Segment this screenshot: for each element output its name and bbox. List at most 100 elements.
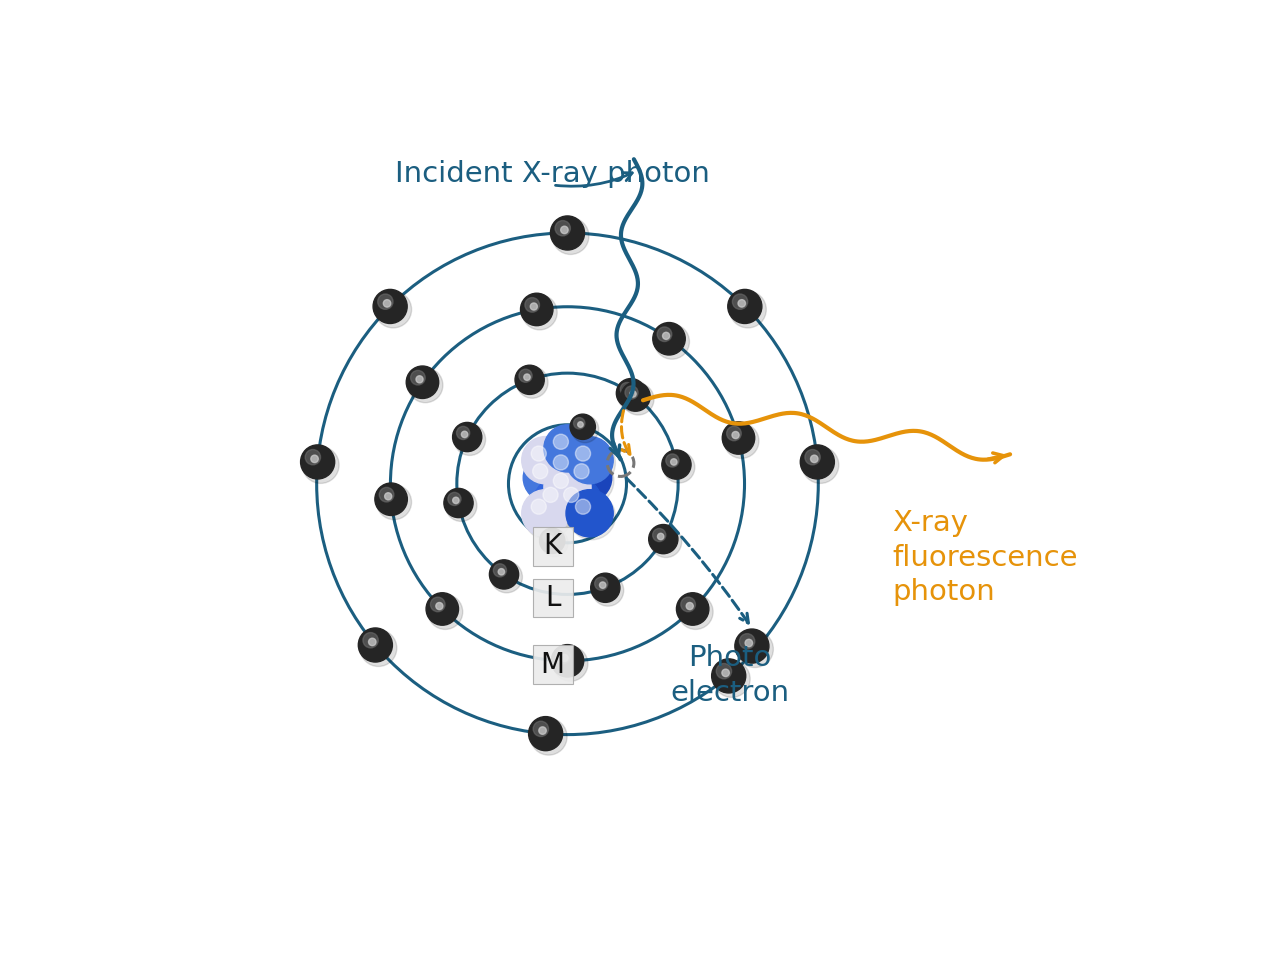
Circle shape xyxy=(525,298,539,312)
Circle shape xyxy=(803,446,838,484)
Circle shape xyxy=(541,530,568,557)
Circle shape xyxy=(411,371,425,385)
Circle shape xyxy=(577,422,584,427)
Circle shape xyxy=(722,422,755,454)
Circle shape xyxy=(654,324,690,359)
Circle shape xyxy=(539,727,547,735)
Circle shape xyxy=(566,490,613,536)
Circle shape xyxy=(735,629,769,663)
Circle shape xyxy=(728,289,762,324)
Circle shape xyxy=(543,532,554,543)
Circle shape xyxy=(563,488,579,502)
Circle shape xyxy=(681,597,695,612)
Circle shape xyxy=(453,422,481,451)
Circle shape xyxy=(372,289,407,324)
Circle shape xyxy=(650,526,682,558)
Text: X-ray
fluorescence
photon: X-ray fluorescence photon xyxy=(892,509,1078,606)
FancyBboxPatch shape xyxy=(532,527,572,565)
Circle shape xyxy=(536,481,582,528)
Text: Incident X-ray photon: Incident X-ray photon xyxy=(396,160,710,188)
Circle shape xyxy=(522,490,568,536)
Circle shape xyxy=(311,455,319,463)
Circle shape xyxy=(498,569,504,575)
FancyBboxPatch shape xyxy=(532,579,572,617)
Circle shape xyxy=(552,645,584,677)
Circle shape xyxy=(375,483,407,515)
Circle shape xyxy=(566,437,613,484)
Circle shape xyxy=(540,528,564,554)
Circle shape xyxy=(530,303,538,310)
Circle shape xyxy=(630,391,636,398)
Circle shape xyxy=(571,416,599,443)
Circle shape xyxy=(428,594,463,629)
Circle shape xyxy=(406,366,439,399)
Circle shape xyxy=(678,594,713,629)
Circle shape xyxy=(727,426,741,441)
Circle shape xyxy=(553,473,568,489)
Circle shape xyxy=(556,220,571,236)
Circle shape xyxy=(625,386,639,399)
Circle shape xyxy=(805,449,820,465)
Circle shape xyxy=(662,450,691,479)
Circle shape xyxy=(576,499,590,514)
Circle shape xyxy=(515,365,544,395)
Circle shape xyxy=(557,481,604,528)
Text: K: K xyxy=(544,533,562,560)
Circle shape xyxy=(732,431,739,439)
Circle shape xyxy=(713,661,750,697)
Circle shape xyxy=(522,295,557,330)
Circle shape xyxy=(736,630,773,668)
Circle shape xyxy=(590,573,620,603)
Circle shape xyxy=(739,300,745,308)
Circle shape xyxy=(570,414,595,440)
Circle shape xyxy=(522,437,568,484)
Circle shape xyxy=(531,499,547,514)
Circle shape xyxy=(666,454,678,468)
Circle shape xyxy=(547,427,594,475)
Circle shape xyxy=(712,659,746,693)
Circle shape xyxy=(800,445,835,479)
Circle shape xyxy=(544,445,591,492)
Circle shape xyxy=(724,423,759,459)
Circle shape xyxy=(518,369,532,382)
Circle shape xyxy=(525,457,572,505)
Circle shape xyxy=(653,529,666,541)
Circle shape xyxy=(547,536,553,541)
Circle shape xyxy=(550,216,585,250)
Circle shape xyxy=(524,440,571,487)
Circle shape xyxy=(568,492,616,540)
Circle shape xyxy=(453,497,460,504)
Circle shape xyxy=(489,559,518,589)
Circle shape xyxy=(457,426,470,440)
Circle shape xyxy=(302,446,339,484)
Circle shape xyxy=(448,492,461,506)
Circle shape xyxy=(621,382,650,411)
Circle shape xyxy=(521,293,553,326)
Circle shape xyxy=(544,424,591,472)
Circle shape xyxy=(554,478,602,525)
Circle shape xyxy=(561,226,568,234)
Circle shape xyxy=(544,464,591,511)
Circle shape xyxy=(529,717,563,751)
Circle shape xyxy=(556,649,570,664)
Circle shape xyxy=(730,291,767,328)
Circle shape xyxy=(657,327,672,342)
Circle shape xyxy=(663,451,695,483)
Circle shape xyxy=(408,368,443,402)
Circle shape xyxy=(524,492,571,540)
Circle shape xyxy=(493,563,507,577)
Circle shape xyxy=(454,423,485,455)
Circle shape xyxy=(358,627,393,662)
Circle shape xyxy=(568,440,616,487)
Circle shape xyxy=(530,718,567,755)
Circle shape xyxy=(461,431,467,438)
Circle shape xyxy=(722,669,730,676)
Circle shape xyxy=(671,459,677,466)
Circle shape xyxy=(567,457,614,505)
Circle shape xyxy=(740,633,755,649)
Circle shape xyxy=(676,593,709,626)
Text: L: L xyxy=(545,584,561,612)
Circle shape xyxy=(564,454,612,501)
Circle shape xyxy=(573,418,585,429)
Circle shape xyxy=(524,374,530,380)
